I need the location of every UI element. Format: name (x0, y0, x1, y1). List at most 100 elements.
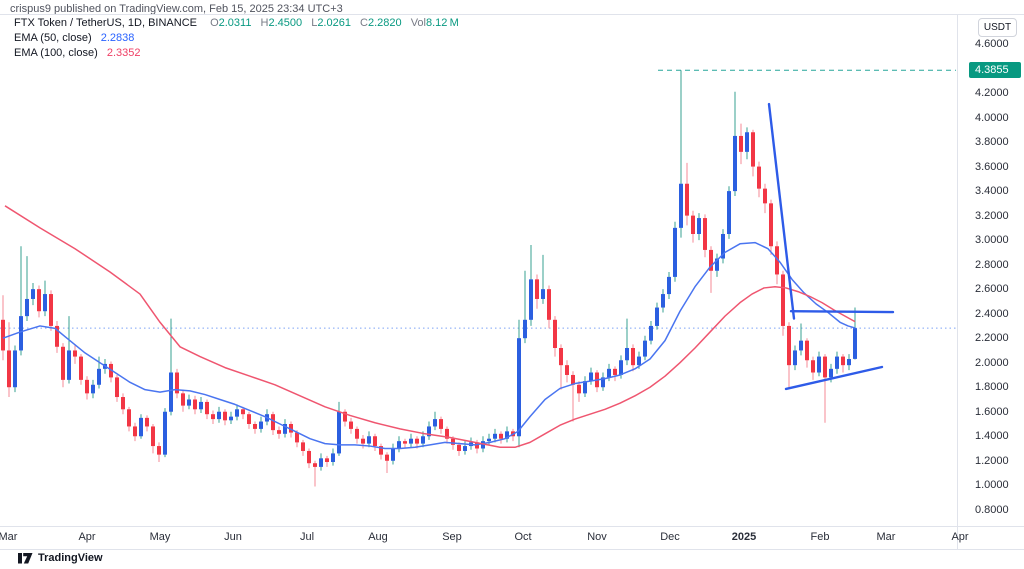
candle-body (253, 423, 257, 429)
candle-body (43, 294, 47, 312)
footer-brand[interactable]: TradingView (18, 552, 103, 564)
close-label: C (360, 17, 368, 29)
candle-body (307, 450, 311, 464)
time-tick-label: Aug (368, 531, 388, 543)
candle-body (259, 421, 263, 429)
candle-body (463, 446, 467, 451)
candle-body (157, 446, 161, 455)
time-tick-label: Feb (810, 531, 830, 543)
ema50-value: 2.2838 (100, 32, 135, 44)
chart-legend: FTX Token / TetherUS, 1D, BINANCE O2.031… (14, 18, 459, 63)
candle-body (313, 463, 317, 467)
price-tick-label: 3.2000 (975, 209, 1009, 222)
candle-body (121, 397, 125, 410)
price-tick-label: 2.2000 (975, 332, 1009, 345)
low-label: L (311, 17, 318, 29)
candle-body (181, 393, 185, 406)
candle-body (397, 441, 401, 449)
candle-body (421, 436, 425, 444)
candle-body (853, 328, 857, 359)
high-value: 2.4500 (268, 17, 303, 29)
candle-body (97, 368, 101, 385)
rising-support-line[interactable] (784, 365, 884, 391)
candle-body (529, 279, 533, 320)
candle-body (697, 218, 701, 234)
horizontal-resistance-line[interactable] (789, 310, 895, 314)
candle-body (151, 426, 155, 447)
candle-body (271, 414, 275, 431)
candle-body (661, 294, 665, 308)
candle-body (235, 409, 239, 417)
candle-body (277, 430, 281, 434)
steep-downtrend-line[interactable] (767, 102, 796, 320)
candle-body (547, 289, 551, 320)
time-tick-label: May (149, 531, 171, 543)
candle-body (451, 438, 455, 445)
candle-body (565, 365, 569, 375)
candle-body (1, 319, 5, 351)
candle-body (841, 356, 845, 366)
ema100-value: 2.3352 (106, 47, 141, 59)
tradingview-logo-icon (18, 552, 33, 563)
candle-body (487, 438, 491, 442)
time-tick-label: Sep (442, 531, 462, 543)
close-value: 2.2820 (367, 17, 402, 29)
time-tick-label: Jun (224, 531, 242, 543)
candle-body (619, 360, 623, 375)
volume-label: Vol (410, 17, 426, 29)
time-axis-border (0, 526, 1024, 527)
time-axis[interactable]: Mar Apr May Jun Jul Aug Sep Oct Nov Dec 2025 Feb Mar… (0, 527, 1024, 549)
price-tick-label: 1.4000 (975, 430, 1009, 443)
candle-body (739, 135, 743, 152)
price-tick-label: 4.0000 (975, 111, 1009, 124)
candle-body (733, 135, 737, 192)
currency-toggle-button[interactable]: USDT (978, 18, 1017, 37)
candle-body (331, 453, 335, 462)
candle-body (607, 368, 611, 378)
candle-body (817, 356, 821, 373)
candle-body (775, 246, 779, 275)
candle-body (73, 350, 77, 357)
candlestick-chart-canvas[interactable] (0, 0, 958, 526)
candle-body (637, 356, 641, 366)
candle-body (481, 441, 485, 449)
candle-body (673, 227, 677, 277)
price-tick-label: 3.8000 (975, 136, 1009, 149)
candle-body (67, 350, 71, 380)
ema50-label: EMA (50, close) (14, 32, 92, 44)
candle-body (373, 436, 377, 447)
candle-body (91, 384, 95, 394)
candle-body (643, 340, 647, 357)
candle-body (691, 215, 695, 234)
time-tick-label: Dec (660, 531, 680, 543)
candle-body (811, 360, 815, 373)
candle-body (283, 423, 287, 434)
candle-body (145, 417, 149, 427)
candle-body (25, 298, 29, 317)
candle-body (31, 289, 35, 299)
time-tick-label: Mar (0, 531, 18, 543)
candle-body (523, 319, 527, 339)
candle-body (793, 350, 797, 366)
candle-body (667, 276, 671, 295)
legend-symbol-row[interactable]: FTX Token / TetherUS, 1D, BINANCE O2.031… (14, 18, 459, 29)
candle-body (409, 438, 413, 444)
candle-body (517, 338, 521, 437)
candle-body (577, 384, 581, 394)
candle-body (709, 249, 713, 271)
tradingview-logo-text: TradingView (38, 552, 103, 564)
candle-body (289, 423, 293, 433)
candle-body (655, 307, 659, 326)
price-axis[interactable]: USDT 4.3855 4.6000 4.2000 4.0000 3.8000 3.60… (958, 14, 1024, 526)
legend-ema100-row[interactable]: EMA (100, close) 2.3352 (14, 48, 459, 59)
time-tick-label: Jul (299, 531, 315, 543)
time-tick-label: Apr (951, 531, 969, 543)
candle-body (193, 399, 197, 410)
candle-body (715, 258, 719, 271)
candle-body (751, 132, 755, 167)
candle-body (787, 325, 791, 366)
candle-body (133, 426, 137, 437)
candle-body (175, 372, 179, 394)
legend-ema50-row[interactable]: EMA (50, close) 2.2838 (14, 33, 459, 44)
